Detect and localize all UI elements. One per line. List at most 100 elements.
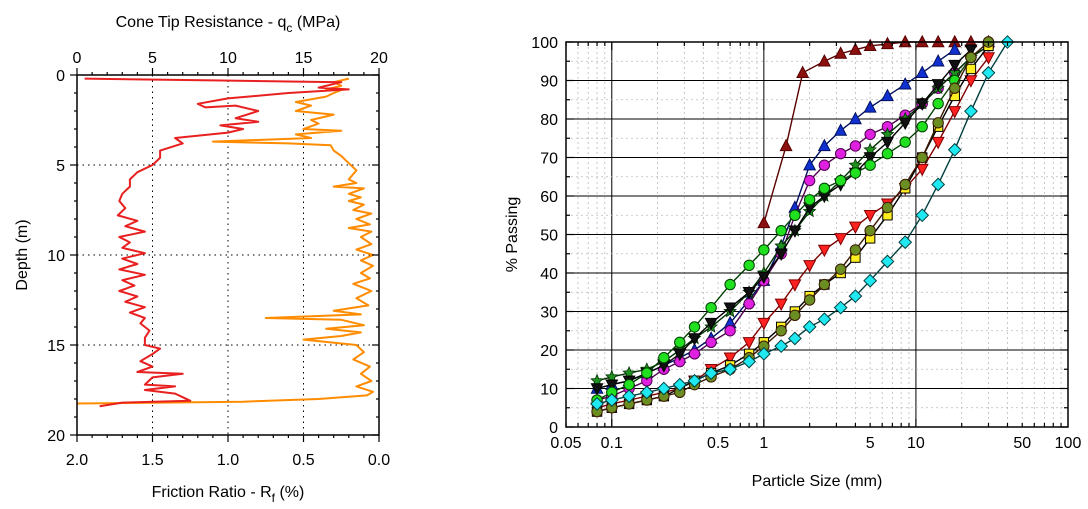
y-axis-tick-label: 0	[549, 420, 558, 437]
x-axis-tick-label: 50	[1013, 435, 1031, 452]
y-axis-tick-label: 20	[540, 343, 558, 360]
data-point-circle	[789, 209, 801, 221]
bottom-axis-tick-label: 0.0	[368, 452, 390, 469]
x-axis-tick-label: 1	[759, 435, 768, 452]
bottom-axis-tick-label: 2.0	[66, 452, 88, 469]
data-point-circle	[849, 140, 862, 152]
data-point-triangle-down	[981, 52, 996, 65]
data-point-triangle-down	[880, 136, 895, 150]
depth-axis-label: Depth (m)	[14, 219, 31, 290]
y-axis-label: % Passing	[504, 197, 521, 273]
data-point-circle	[916, 151, 928, 164]
data-point-triangle-down	[964, 75, 978, 88]
data-point-circle	[818, 182, 831, 195]
data-point-circle	[803, 294, 816, 306]
data-point-triangle-down	[863, 152, 877, 165]
gradation-curve-line	[596, 49, 972, 390]
data-point-circle	[705, 301, 717, 314]
data-point-circle	[758, 244, 770, 256]
data-point-diamond	[880, 254, 895, 269]
data-point-triangle-up	[915, 65, 929, 78]
data-point-triangle-down	[673, 348, 687, 362]
data-point-circle	[658, 352, 670, 364]
data-point-triangle-up	[880, 88, 895, 102]
data-point-triangle-down	[605, 379, 619, 392]
data-point-triangle-up	[817, 138, 831, 152]
data-point-circle	[724, 278, 736, 291]
data-point-circle	[705, 336, 717, 348]
data-point-circle	[834, 174, 847, 187]
data-point-diamond	[774, 339, 789, 354]
y-axis-tick-label: 70	[540, 151, 558, 168]
data-point-triangle-down	[863, 210, 877, 223]
data-point-diamond	[704, 366, 719, 381]
data-point-circle	[775, 224, 787, 237]
data-point-circle	[849, 244, 862, 256]
data-point-triangle-up	[834, 123, 848, 136]
data-point-diamond	[802, 319, 817, 334]
data-point-diamond	[656, 381, 671, 396]
top-axis-label-main: Cone Tip Resistance - q	[116, 14, 287, 31]
data-point-circle	[688, 348, 701, 360]
depth-axis-tick-label: 10	[47, 248, 65, 265]
data-point-circle	[932, 97, 944, 110]
data-point-triangle-down	[848, 221, 862, 235]
x-axis-tick-label: 0.05	[550, 435, 581, 452]
data-point-triangle-down	[898, 117, 912, 131]
cpt-series	[76, 77, 374, 408]
data-point-triangle-down	[817, 244, 831, 258]
data-point-circle	[949, 82, 961, 94]
data-point-circle	[932, 117, 944, 129]
data-point-triangle-down	[915, 163, 929, 177]
x-axis-tick-label: 0.1	[601, 435, 623, 452]
data-point-triangle-up	[757, 215, 771, 229]
bottom-axis-label: Friction Ratio - Rf (%)	[152, 484, 305, 504]
data-point-circle	[724, 325, 736, 337]
data-point-diamond	[817, 312, 832, 327]
top-axis-label-sub: c	[286, 21, 292, 35]
data-point-triangle-down	[803, 260, 817, 273]
top-axis-label-unit: (MPa)	[292, 14, 340, 31]
data-point-circle	[916, 121, 928, 133]
y-axis-tick-label: 10	[540, 382, 558, 399]
data-point-circle	[818, 278, 831, 291]
data-point-triangle-down	[774, 298, 788, 312]
y-axis-tick-label: 60	[540, 189, 558, 206]
bottom-axis-label-main: Friction Ratio - R	[152, 484, 272, 501]
data-point-triangle-down	[915, 98, 929, 111]
x-axis-tick-label: 0.5	[707, 435, 729, 452]
data-point-triangle-up	[848, 42, 862, 55]
x-axis-tick-label: 100	[1055, 435, 1082, 452]
data-point-diamond	[622, 389, 637, 404]
data-point-square	[965, 63, 977, 75]
data-point-diamond	[756, 346, 771, 361]
depth-axis-tick-label: 0	[56, 68, 65, 85]
x-axis-tick-label: 5	[866, 435, 875, 452]
x-axis-tick-label: 10	[907, 435, 925, 452]
data-point-circle	[899, 178, 911, 191]
data-point-triangle-down	[774, 248, 788, 262]
data-point-circle	[834, 263, 847, 275]
data-point-triangle-up	[779, 138, 793, 152]
data-point-circle	[803, 194, 816, 206]
data-point-diamond	[590, 396, 604, 411]
y-axis-tick-label: 80	[540, 112, 558, 129]
data-point-triangle-up	[817, 53, 831, 67]
data-point-diamond	[604, 393, 619, 407]
data-point-triangle-down	[704, 317, 718, 331]
cone-tip-resistance-line	[76, 77, 374, 405]
x-axis-label: Particle Size (mm)	[752, 473, 883, 490]
data-point-diamond	[742, 354, 757, 369]
gradation-curve-2	[590, 42, 962, 394]
bottom-axis-label-unit: (%)	[275, 484, 304, 501]
data-point-circle	[641, 367, 653, 379]
gradation-curve-5	[590, 44, 978, 396]
data-point-triangle-up	[848, 111, 862, 125]
data-point-diamond	[672, 377, 687, 392]
bottom-axis-tick-label: 1.0	[217, 452, 239, 469]
data-point-circle	[881, 147, 894, 160]
friction-ratio-line	[84, 77, 350, 408]
top-axis-label: Cone Tip Resistance - qc (MPa)	[116, 14, 341, 35]
